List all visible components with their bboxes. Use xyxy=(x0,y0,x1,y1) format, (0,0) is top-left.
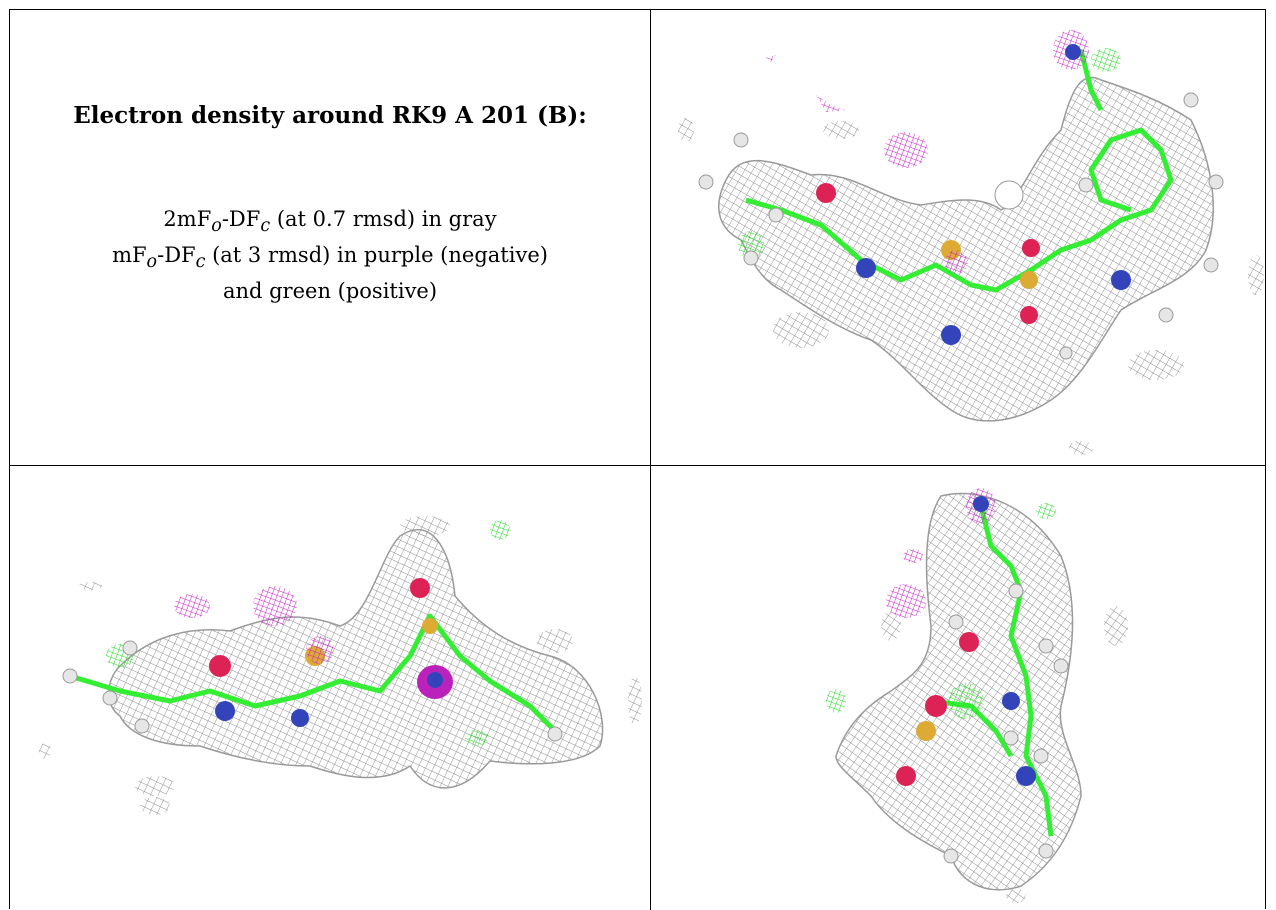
figure-title: Electron density around RK9 A 201 (B): xyxy=(73,102,587,129)
legend-subscript: o xyxy=(211,216,222,237)
caption-cell: Electron density around RK9 A 201 (B): 2… xyxy=(10,10,650,465)
density-image-1 xyxy=(678,30,1264,455)
legend-line-fofc: mFo-DFc (at 3 rmsd) in purple (negative) xyxy=(10,241,650,277)
density-view-top-right xyxy=(651,10,1266,465)
legend-text: (at 3 rmsd) in purple (negative) xyxy=(205,243,548,268)
figure-table: Electron density around RK9 A 201 (B): 2… xyxy=(9,9,1266,910)
legend-subscript: c xyxy=(260,216,271,237)
table-divider-vertical xyxy=(650,10,651,910)
density-image-2 xyxy=(39,516,642,815)
density-view-bottom-left xyxy=(10,466,650,910)
figure-legend: 2mFo-DFc (at 0.7 rmsd) in gray mFo-DFc (… xyxy=(10,205,650,306)
density-image-3 xyxy=(826,488,1128,903)
legend-text: mF xyxy=(112,243,147,268)
density-view-bottom-right xyxy=(651,466,1266,910)
table-divider-horizontal xyxy=(10,465,1265,466)
legend-text: -DF xyxy=(221,207,261,231)
legend-line-2fofc: 2mFo-DFc (at 0.7 rmsd) in gray xyxy=(10,205,650,241)
legend-line-colors: and green (positive) xyxy=(222,279,438,304)
legend-text: 2mF xyxy=(163,207,212,231)
legend-subscript: o xyxy=(146,252,158,273)
legend-text: (at 0.7 rmsd) in gray xyxy=(270,207,497,231)
legend-text: -DF xyxy=(157,243,196,268)
legend-subscript: c xyxy=(195,252,206,273)
